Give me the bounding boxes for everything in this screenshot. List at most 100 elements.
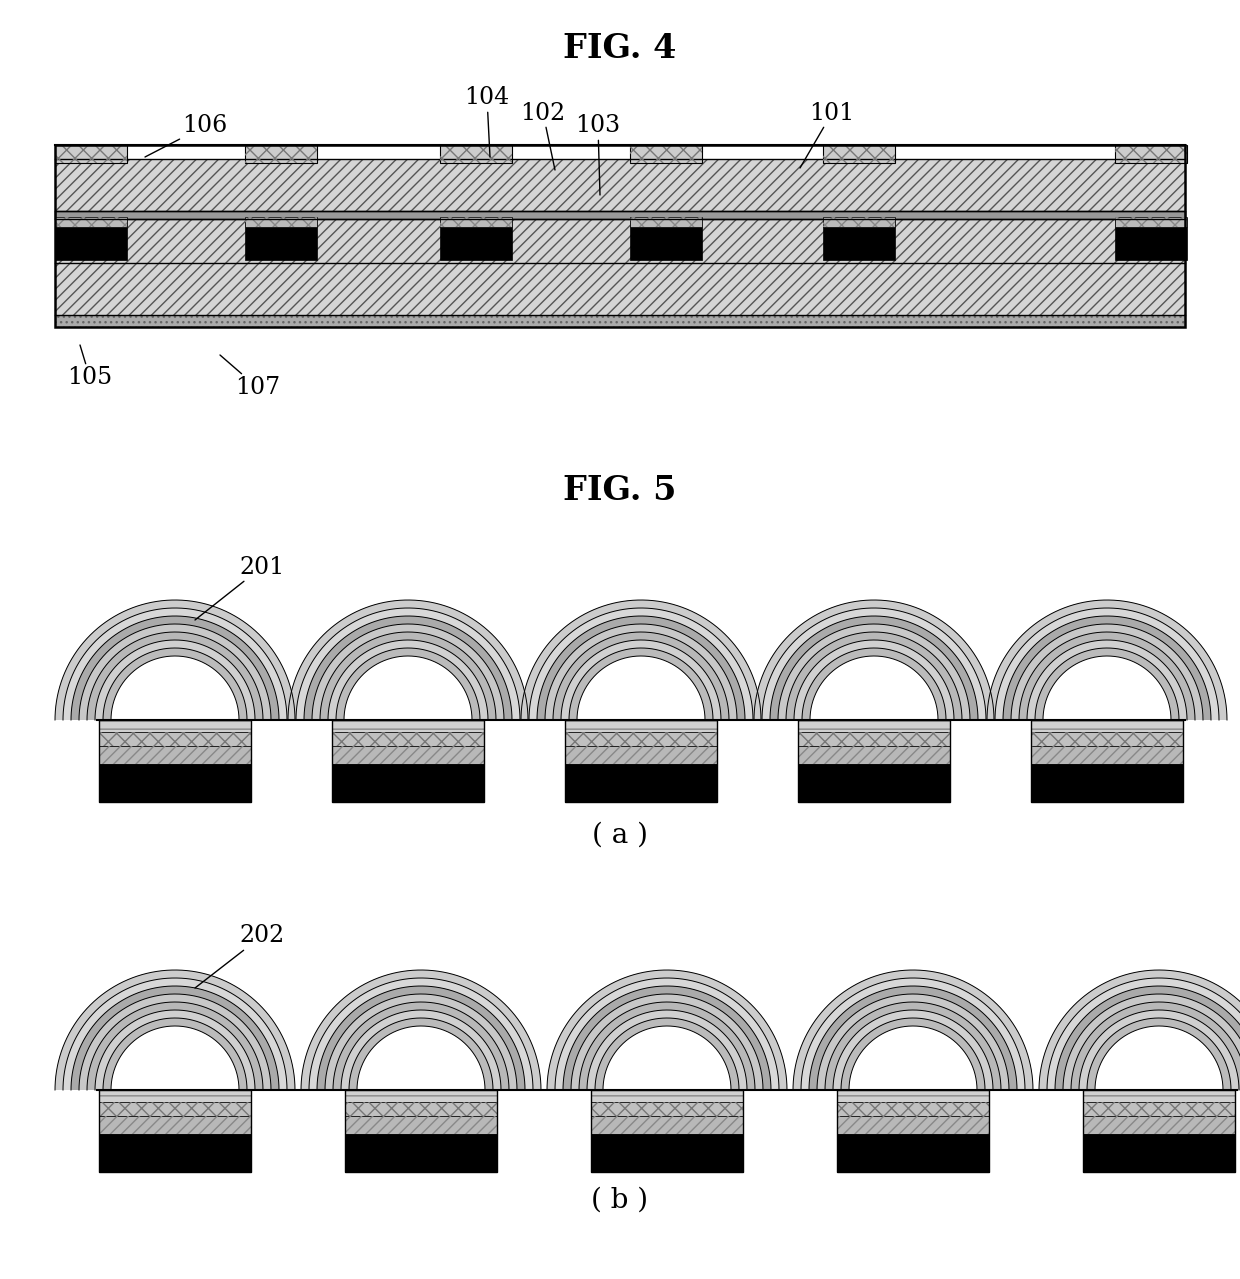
Polygon shape: [603, 1026, 732, 1090]
Polygon shape: [357, 1026, 485, 1090]
Polygon shape: [570, 994, 763, 1090]
Bar: [565, 746, 717, 764]
Bar: [332, 720, 484, 732]
Polygon shape: [71, 986, 279, 1090]
Polygon shape: [336, 648, 480, 720]
Bar: [1030, 746, 1183, 764]
Bar: [591, 1117, 743, 1134]
Bar: [565, 720, 717, 802]
Bar: [630, 145, 702, 162]
Polygon shape: [547, 969, 787, 1090]
Polygon shape: [849, 1026, 977, 1090]
Bar: [99, 732, 250, 746]
Polygon shape: [309, 978, 533, 1090]
Bar: [1030, 720, 1183, 802]
Polygon shape: [802, 648, 946, 720]
Polygon shape: [1063, 994, 1240, 1090]
Bar: [591, 1090, 743, 1102]
Bar: [799, 720, 950, 732]
Polygon shape: [325, 994, 517, 1090]
Polygon shape: [1087, 1018, 1231, 1090]
Polygon shape: [95, 640, 255, 720]
Bar: [1083, 1117, 1235, 1134]
Polygon shape: [87, 1001, 263, 1090]
Polygon shape: [801, 978, 1025, 1090]
Bar: [246, 217, 317, 226]
Polygon shape: [288, 600, 528, 720]
Bar: [332, 732, 484, 746]
Polygon shape: [1055, 986, 1240, 1090]
Bar: [591, 1134, 743, 1172]
Bar: [99, 720, 250, 732]
Polygon shape: [103, 1018, 247, 1090]
Polygon shape: [1043, 656, 1171, 720]
Polygon shape: [63, 608, 286, 720]
Bar: [99, 1090, 250, 1102]
Bar: [1083, 1090, 1235, 1102]
Bar: [1083, 1090, 1235, 1172]
Bar: [1083, 1102, 1235, 1117]
Polygon shape: [569, 648, 713, 720]
Bar: [591, 1102, 743, 1117]
Bar: [99, 1117, 250, 1134]
Polygon shape: [1039, 969, 1240, 1090]
Polygon shape: [1047, 978, 1240, 1090]
Polygon shape: [71, 616, 279, 720]
Bar: [440, 217, 512, 226]
Polygon shape: [1071, 1001, 1240, 1090]
Bar: [591, 1090, 743, 1172]
Bar: [99, 746, 250, 764]
Bar: [55, 315, 1185, 327]
Bar: [55, 211, 1185, 219]
Bar: [1030, 764, 1183, 802]
Bar: [823, 217, 895, 226]
Bar: [99, 720, 250, 802]
Polygon shape: [1079, 1010, 1239, 1090]
Polygon shape: [563, 986, 771, 1090]
Text: ( b ): ( b ): [591, 1187, 649, 1214]
Bar: [799, 764, 950, 802]
Bar: [837, 1090, 990, 1172]
Polygon shape: [786, 632, 962, 720]
Polygon shape: [348, 1018, 494, 1090]
Polygon shape: [547, 969, 787, 1090]
Polygon shape: [987, 600, 1228, 720]
Polygon shape: [87, 632, 263, 720]
Text: ( a ): ( a ): [591, 821, 649, 848]
Polygon shape: [808, 986, 1017, 1090]
Bar: [1115, 145, 1187, 162]
Bar: [246, 145, 317, 162]
Polygon shape: [343, 656, 472, 720]
Polygon shape: [103, 648, 247, 720]
Polygon shape: [546, 624, 737, 720]
Bar: [1083, 1134, 1235, 1172]
Bar: [345, 1102, 497, 1117]
Bar: [565, 732, 717, 746]
Bar: [1115, 145, 1187, 162]
Polygon shape: [334, 1001, 508, 1090]
Bar: [630, 217, 702, 226]
Polygon shape: [754, 600, 994, 720]
Polygon shape: [754, 600, 994, 720]
Bar: [345, 1090, 497, 1102]
Text: 101: 101: [800, 101, 854, 168]
Bar: [440, 217, 512, 260]
Bar: [55, 145, 126, 162]
Text: 105: 105: [67, 345, 113, 390]
Polygon shape: [55, 600, 295, 720]
Bar: [630, 217, 702, 226]
Bar: [55, 217, 126, 226]
Bar: [799, 732, 950, 746]
Bar: [440, 145, 512, 162]
Polygon shape: [794, 969, 1033, 1090]
Polygon shape: [1003, 616, 1211, 720]
Polygon shape: [341, 1010, 501, 1090]
Bar: [99, 1117, 250, 1134]
Bar: [1115, 217, 1187, 226]
Text: 202: 202: [195, 925, 285, 987]
Polygon shape: [1095, 1026, 1223, 1090]
Bar: [799, 720, 950, 732]
Text: 107: 107: [219, 356, 280, 399]
Bar: [565, 746, 717, 764]
Polygon shape: [312, 624, 503, 720]
